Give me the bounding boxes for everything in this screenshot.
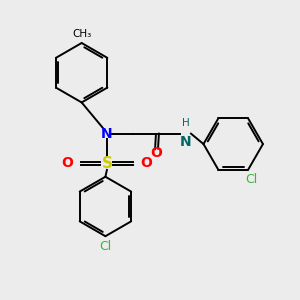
Text: N: N — [101, 127, 113, 141]
Text: Cl: Cl — [245, 173, 257, 186]
Text: Cl: Cl — [99, 240, 112, 253]
Text: H: H — [182, 118, 190, 128]
Text: O: O — [140, 156, 152, 170]
Text: O: O — [61, 156, 73, 170]
Text: O: O — [150, 146, 162, 160]
Text: CH₃: CH₃ — [72, 29, 91, 39]
Text: N: N — [180, 135, 191, 149]
Text: S: S — [101, 156, 112, 171]
